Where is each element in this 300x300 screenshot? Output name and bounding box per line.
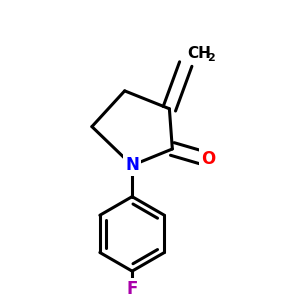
Text: CH: CH (187, 46, 211, 61)
Text: 2: 2 (208, 53, 215, 64)
Text: F: F (126, 280, 138, 298)
Text: O: O (201, 150, 215, 168)
Text: N: N (125, 156, 139, 174)
